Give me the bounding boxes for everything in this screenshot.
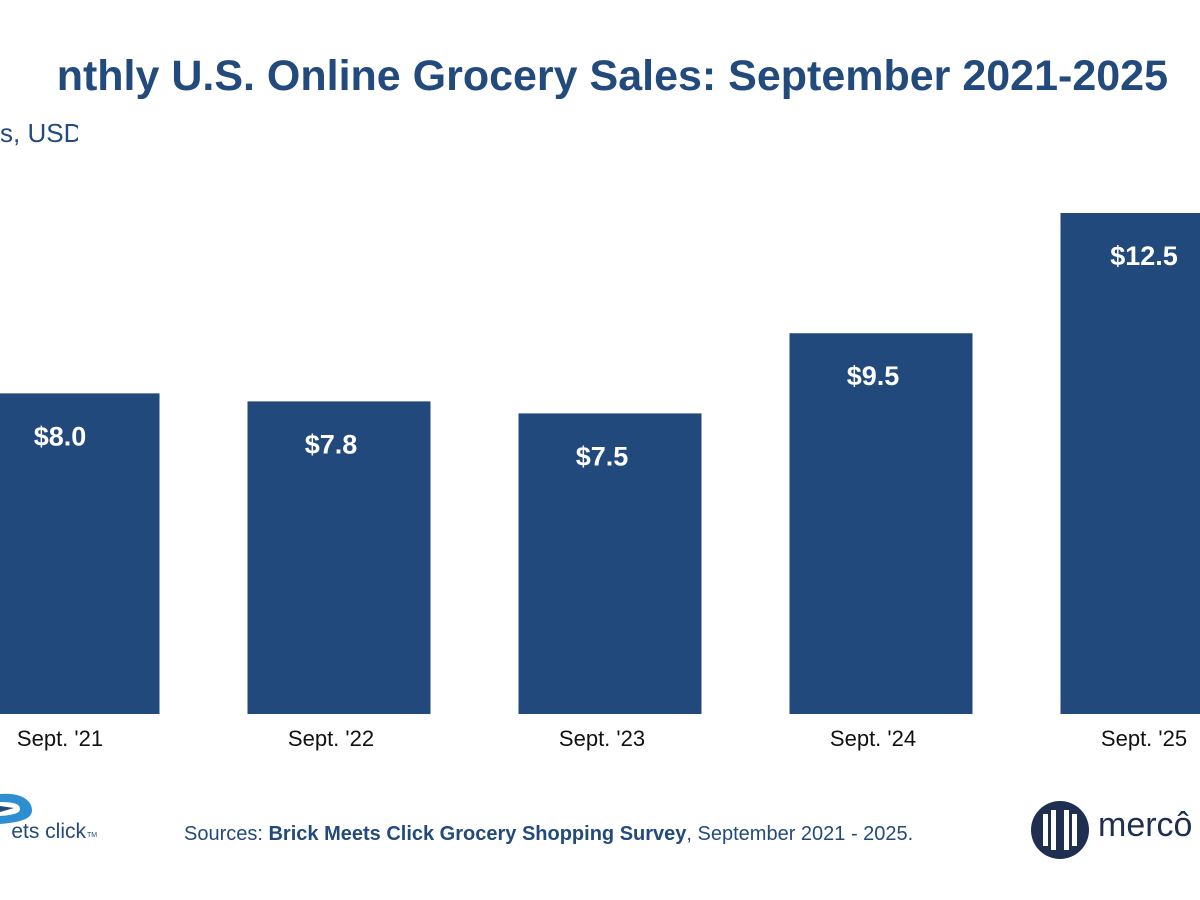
- bar-0: [0, 393, 160, 714]
- bar-2: [518, 413, 702, 714]
- value-labels-group: $8.0 $7.8 $7.5 $9.5 $12.5: [34, 241, 1178, 471]
- chart-subtitle: s, USD: [0, 118, 78, 148]
- bar-value-label-0: $8.0: [34, 421, 87, 451]
- source-survey-name: Brick Meets Click Grocery Shopping Surve…: [268, 823, 687, 845]
- bar-chart: $8.0 $7.8 $7.5 $9.5 $12.5 Sept. '21 Sept. '22…: [0, 213, 1200, 751]
- bar-4: [1060, 213, 1200, 714]
- source-prefix: Sources:: [184, 823, 269, 845]
- trademark-mark: TM: [87, 832, 98, 839]
- x-tick-label-4: Sept. '25: [1101, 726, 1187, 751]
- x-tick-labels-group: Sept. '21 Sept. '22 Sept. '23 Sept. '24 Sept…: [17, 726, 1187, 751]
- bar-value-label-3: $9.5: [847, 361, 900, 391]
- bars-group: [0, 213, 1200, 714]
- bar-1: [247, 401, 431, 714]
- source-suffix: , September 2021 - 2025.: [686, 823, 914, 845]
- bar-3: [789, 333, 973, 714]
- x-tick-label-2: Sept. '23: [559, 726, 645, 751]
- mercatus-logo-icon: [1031, 801, 1089, 859]
- x-tick-label-1: Sept. '22: [288, 726, 374, 751]
- x-tick-label-3: Sept. '24: [830, 726, 916, 751]
- x-tick-label-0: Sept. '21: [17, 726, 103, 751]
- chart-title: nthly U.S. Online Grocery Sales: Septemb…: [56, 52, 1168, 100]
- brick-meets-click-logo-text: ets click: [11, 820, 86, 843]
- brick-meets-click-logo-icon: [0, 793, 32, 824]
- bar-value-label-4: $12.5: [1110, 241, 1178, 271]
- source-note: Sources: Brick Meets Click Grocery Shopp…: [184, 823, 913, 846]
- bar-value-label-2: $7.5: [576, 441, 629, 471]
- bar-value-label-1: $7.8: [305, 429, 358, 459]
- mercatus-logo-text: mercô: [1098, 806, 1193, 844]
